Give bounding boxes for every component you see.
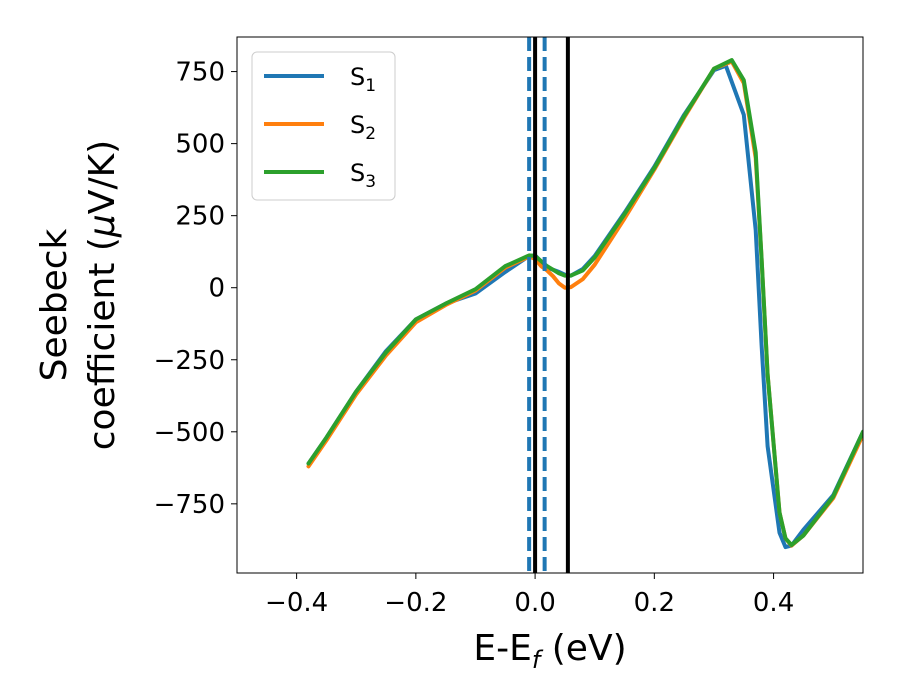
legend-label-s1: S1 [350, 63, 376, 96]
x-tick-label: 0.0 [514, 588, 555, 618]
y-tick-label: 750 [175, 58, 225, 88]
y-tick-label: 500 [175, 130, 225, 160]
y-tick-label: −750 [154, 490, 225, 520]
x-tick-label: 0.4 [753, 588, 794, 618]
y-tick-label: 0 [208, 274, 225, 304]
x-axis-label-unit: (eV) [540, 628, 626, 669]
legend-label-s2: S2 [350, 111, 376, 144]
legend-label-s3: S3 [350, 159, 376, 192]
x-axis-label: E-Ef (eV) [473, 628, 626, 674]
y-axis-label-line2: coefficient (μV/K) [82, 140, 123, 450]
y-tick-label: −250 [154, 346, 225, 376]
x-tick-label: −0.2 [384, 588, 447, 618]
x-tick-label: 0.2 [634, 588, 675, 618]
y-tick-label: 250 [175, 202, 225, 232]
y-tick-label: −500 [154, 418, 225, 448]
y-axis-label-line2-end: V/K) [82, 140, 123, 214]
axes-frame [236, 36, 864, 574]
legend: S1 S2 S3 [251, 51, 396, 201]
series-line-s3 [306, 58, 863, 547]
plot-area [306, 37, 863, 573]
x-axis-ticks: −0.4 −0.2 0.0 0.2 0.4 [265, 573, 794, 618]
y-axis-label: Seebeck coefficient (μV/K) [34, 140, 123, 450]
y-axis-ticks: −750 −500 −250 0 250 500 750 [154, 58, 237, 520]
y-axis-label-line2-start: coefficient ( [82, 237, 123, 450]
y-axis-label-mu: μ [82, 214, 123, 238]
y-axis-label-line1: Seebeck [34, 228, 75, 381]
x-axis-label-main: E-E [473, 628, 531, 669]
x-tick-label: −0.4 [265, 588, 328, 618]
